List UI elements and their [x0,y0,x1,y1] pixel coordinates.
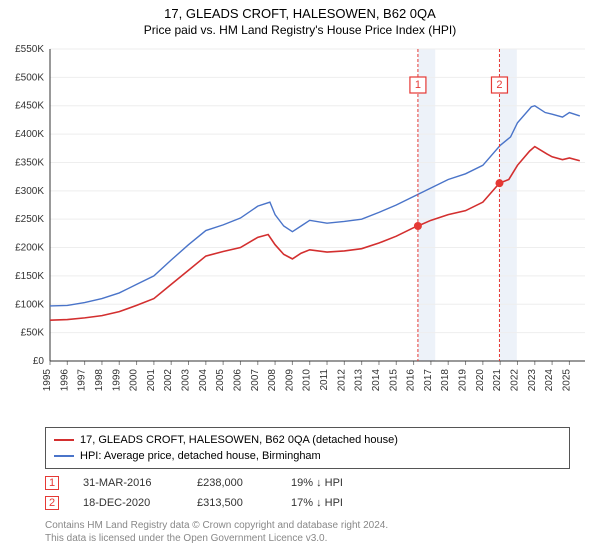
tx-price: £238,000 [197,477,267,489]
svg-text:2002: 2002 [163,369,174,392]
svg-text:2004: 2004 [198,369,209,392]
svg-text:1: 1 [415,79,421,91]
svg-text:£450K: £450K [15,101,44,112]
svg-text:£500K: £500K [15,72,44,83]
legend-swatch [54,455,74,457]
svg-text:2000: 2000 [129,369,140,392]
svg-text:2015: 2015 [388,369,399,392]
svg-text:£200K: £200K [15,243,44,254]
svg-text:£0: £0 [33,356,45,367]
svg-text:1998: 1998 [94,369,105,392]
svg-text:2020: 2020 [475,369,486,392]
transactions-table: 1 31-MAR-2016 £238,000 19% ↓ HPI 2 18-DE… [45,473,570,513]
chart-area: £0 £50K £100K £150K £200K £250K £300K £350K £400… [0,41,600,421]
svg-text:2012: 2012 [336,369,347,392]
svg-text:2007: 2007 [250,369,261,392]
svg-text:£350K: £350K [15,157,44,168]
svg-text:2010: 2010 [302,369,313,392]
tx-diff: 19% ↓ HPI [291,477,381,489]
svg-text:2019: 2019 [458,369,469,392]
svg-text:2008: 2008 [267,369,278,392]
svg-text:2022: 2022 [509,369,520,392]
footer-line: This data is licensed under the Open Gov… [45,532,570,545]
svg-text:2003: 2003 [181,369,192,392]
svg-text:2011: 2011 [319,369,330,391]
tx-price: £313,500 [197,497,267,509]
svg-text:2017: 2017 [423,369,434,392]
svg-text:2016: 2016 [406,369,417,392]
legend-swatch [54,439,74,441]
svg-text:2: 2 [496,79,502,91]
tx-diff: 17% ↓ HPI [291,497,381,509]
table-row: 2 18-DEC-2020 £313,500 17% ↓ HPI [45,493,570,513]
svg-text:1997: 1997 [77,369,88,392]
tx-date: 18-DEC-2020 [83,497,173,509]
svg-text:1999: 1999 [111,369,122,392]
chart-subtitle: Price paid vs. HM Land Registry's House … [0,21,600,41]
svg-text:2023: 2023 [527,369,538,392]
marker-badge: 2 [45,496,59,510]
svg-text:2001: 2001 [146,369,157,392]
marker-badge: 1 [45,476,59,490]
svg-text:£150K: £150K [15,271,44,282]
svg-text:2018: 2018 [440,369,451,392]
svg-text:2009: 2009 [284,369,295,392]
svg-text:£100K: £100K [15,299,44,310]
svg-text:1995: 1995 [42,369,53,392]
tx-date: 31-MAR-2016 [83,477,173,489]
svg-text:2025: 2025 [561,369,572,392]
svg-text:2013: 2013 [354,369,365,392]
footer-line: Contains HM Land Registry data © Crown c… [45,519,570,532]
svg-text:1996: 1996 [59,369,70,392]
svg-text:2005: 2005 [215,369,226,392]
legend-item: 17, GLEADS CROFT, HALESOWEN, B62 0QA (de… [54,432,561,448]
svg-text:£400K: £400K [15,129,44,140]
svg-text:£250K: £250K [15,214,44,225]
legend-box: 17, GLEADS CROFT, HALESOWEN, B62 0QA (de… [45,427,570,469]
svg-text:£300K: £300K [15,186,44,197]
svg-text:2024: 2024 [544,369,555,392]
legend-label: HPI: Average price, detached house, Birm… [80,450,321,462]
footer-attribution: Contains HM Land Registry data © Crown c… [45,519,570,545]
chart-title: 17, GLEADS CROFT, HALESOWEN, B62 0QA [0,0,600,21]
legend-item: HPI: Average price, detached house, Birm… [54,448,561,464]
legend-label: 17, GLEADS CROFT, HALESOWEN, B62 0QA (de… [80,434,398,446]
svg-text:2014: 2014 [371,369,382,392]
svg-text:£50K: £50K [21,328,45,339]
svg-text:£550K: £550K [15,44,44,55]
svg-text:2006: 2006 [232,369,243,392]
line-chart: £0 £50K £100K £150K £200K £250K £300K £350K £400… [0,41,600,421]
table-row: 1 31-MAR-2016 £238,000 19% ↓ HPI [45,473,570,493]
svg-text:2021: 2021 [492,369,503,392]
